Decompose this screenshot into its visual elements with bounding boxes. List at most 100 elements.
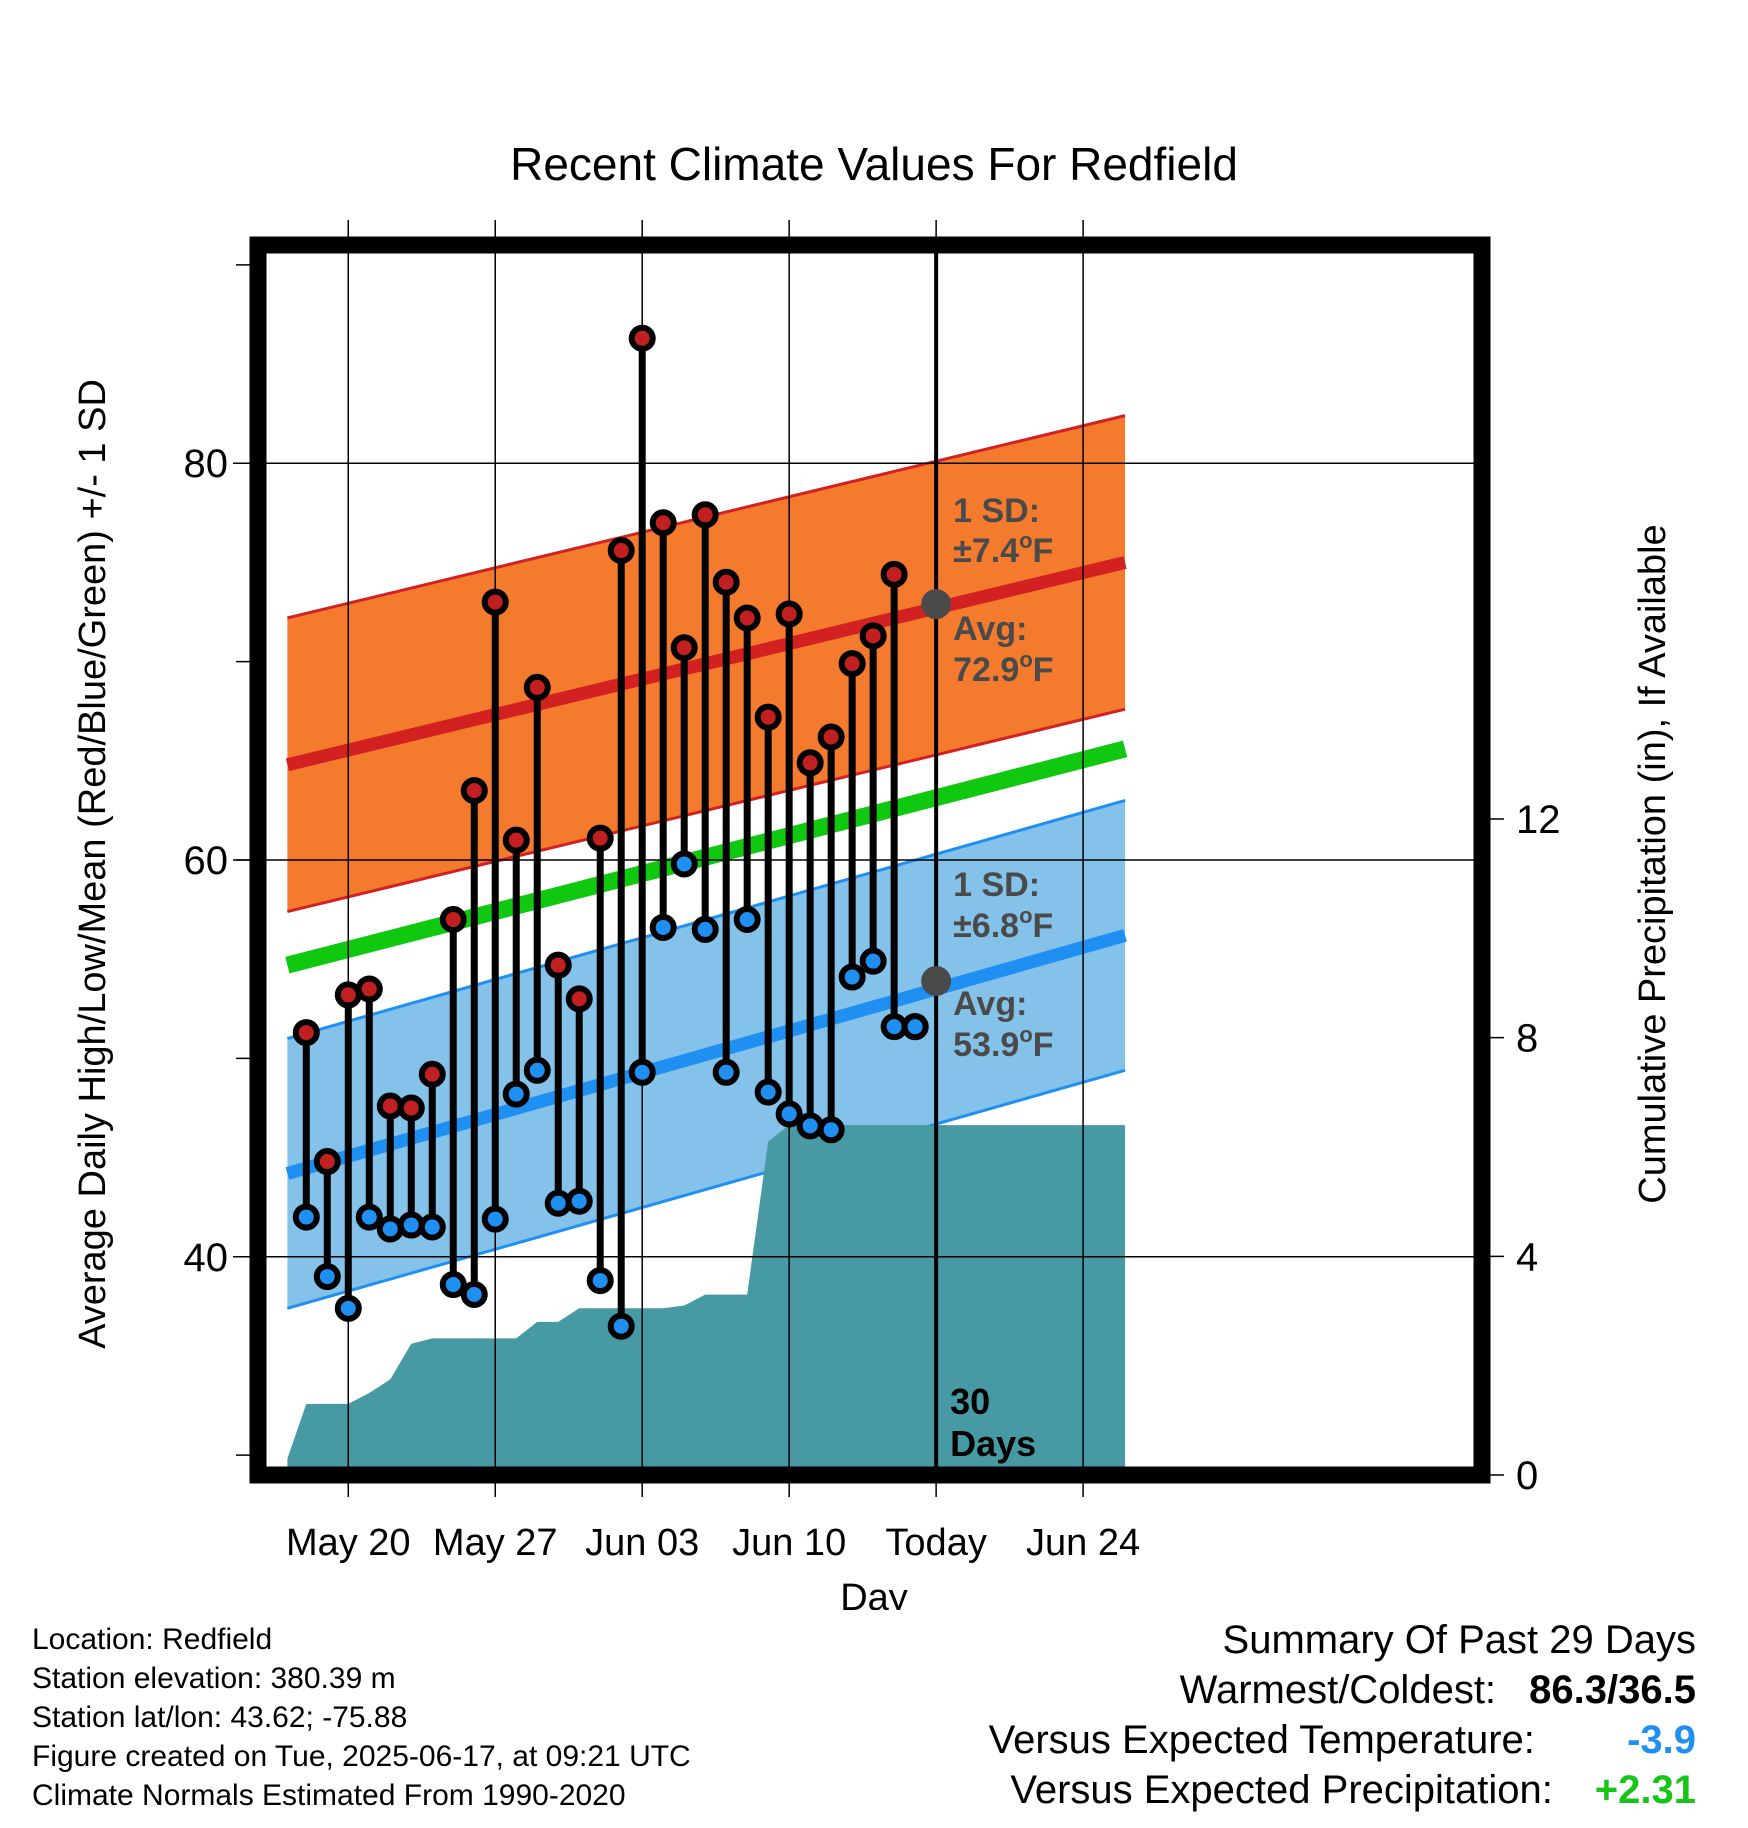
- station-info: Location: Redfield Station elevation: 38…: [32, 1620, 691, 1815]
- cumulative-precip-area: [287, 1125, 1126, 1475]
- y-tick-label: 40: [184, 1236, 229, 1280]
- summary-precip-row: Versus Expected Precipitation: +2.31: [989, 1765, 1696, 1815]
- climate-chart: Recent Climate Values For Redfield Avera…: [72, 138, 1674, 1610]
- low-avg-label: Avg:: [953, 985, 1027, 1023]
- daily-low-point: [649, 913, 677, 941]
- low-sd-value: ±6.8oF: [953, 903, 1053, 945]
- daily-high-point: [775, 600, 803, 628]
- daily-high-point: [712, 568, 740, 596]
- daily-high-point: [292, 1019, 320, 1047]
- high-sd-label: 1 SD:: [953, 492, 1040, 530]
- daily-high-point: [565, 985, 593, 1013]
- x-tick-label: Jun 10: [732, 1522, 846, 1564]
- y2-tick-label: 4: [1516, 1235, 1538, 1279]
- warmest-label: Warmest/Coldest:: [1179, 1668, 1497, 1712]
- daily-low-point: [691, 915, 719, 943]
- x-tick-label: Jun 03: [585, 1522, 699, 1564]
- daily-low-point: [565, 1187, 593, 1215]
- daily-low-point: [313, 1263, 341, 1291]
- precip-value: +2.31: [1594, 1768, 1696, 1812]
- daily-low-point: [292, 1203, 320, 1231]
- daily-low-point: [796, 1112, 824, 1140]
- days-count-label: 30: [950, 1381, 990, 1422]
- daily-low-point: [502, 1080, 530, 1108]
- daily-low-point: [397, 1211, 425, 1239]
- y2-tick-label: 12: [1516, 798, 1561, 842]
- warmest-value: 86.3/36.5: [1529, 1668, 1696, 1712]
- y-tick-label: 60: [184, 839, 229, 883]
- daily-high-point: [733, 604, 761, 632]
- y2-tick-label: 8: [1516, 1017, 1538, 1061]
- daily-high-point: [334, 981, 362, 1009]
- x-axis-label: Day: [840, 1577, 908, 1610]
- daily-high-point: [586, 824, 614, 852]
- x-tick-label: Today: [885, 1522, 986, 1564]
- daily-low-point: [523, 1056, 551, 1084]
- summary-panel: Summary Of Past 29 Days Warmest/Coldest:…: [989, 1615, 1696, 1815]
- daily-high-point: [796, 749, 824, 777]
- daily-high-point: [838, 650, 866, 678]
- daily-high-point: [502, 826, 530, 854]
- daily-high-point: [523, 673, 551, 701]
- high-avg-value: 72.9oF: [953, 647, 1053, 689]
- daily-low-point: [628, 1058, 656, 1086]
- normals-text: Climate Normals Estimated From 1990-2020: [32, 1779, 626, 1812]
- created-text: Figure created on Tue, 2025-06-17, at 09…: [32, 1740, 691, 1773]
- temp-value: -3.9: [1627, 1718, 1696, 1762]
- daily-low-point: [901, 1013, 929, 1041]
- chart-title: Recent Climate Values For Redfield: [510, 138, 1238, 190]
- daily-low-point: [607, 1312, 635, 1340]
- daily-high-point: [607, 537, 635, 565]
- low-sd-label: 1 SD:: [953, 866, 1040, 904]
- daily-high-point: [460, 777, 488, 805]
- normal-low-line: [285, 929, 1127, 1180]
- daily-high-point: [880, 560, 908, 588]
- days-word-label: Days: [950, 1423, 1036, 1464]
- daily-low-point: [460, 1280, 488, 1308]
- daily-low-point: [775, 1100, 803, 1128]
- high-sd-value: ±7.4oF: [953, 528, 1053, 570]
- y2-axis-label: Cumulative Precipitation (in), If Availa…: [1632, 524, 1674, 1203]
- today-high-avg-dot: [921, 589, 952, 620]
- daily-high-point: [418, 1060, 446, 1088]
- y-tick-label: 80: [184, 442, 229, 486]
- latlon-text: Station lat/lon: 43.62; -75.88: [32, 1701, 408, 1734]
- daily-low-point: [334, 1294, 362, 1322]
- daily-high-point: [481, 588, 509, 616]
- daily-low-point: [733, 906, 761, 934]
- daily-high-point: [397, 1094, 425, 1122]
- today-low-avg-dot: [921, 966, 952, 997]
- daily-high-point: [859, 622, 887, 650]
- daily-high-point: [628, 324, 656, 352]
- daily-high-point: [313, 1148, 341, 1176]
- low-avg-value: 53.9oF: [953, 1022, 1053, 1064]
- summary-temp-row: Versus Expected Temperature: -3.9: [989, 1715, 1696, 1765]
- location-text: Location: Redfield: [32, 1623, 273, 1656]
- x-tick-label: May 20: [286, 1522, 411, 1564]
- x-tick-label: May 27: [433, 1522, 558, 1564]
- summary-heading: Summary Of Past 29 Days: [1222, 1618, 1696, 1662]
- daily-low-point: [376, 1215, 404, 1243]
- daily-low-point: [418, 1213, 446, 1241]
- daily-high-point: [691, 501, 719, 529]
- daily-high-point: [544, 951, 572, 979]
- daily-low-point: [355, 1203, 383, 1231]
- daily-high-point: [439, 906, 467, 934]
- daily-low-point: [817, 1116, 845, 1144]
- daily-low-point: [859, 947, 887, 975]
- daily-high-point: [355, 975, 383, 1003]
- low-sd-lower-edge: [286, 1068, 1126, 1310]
- daily-low-point: [544, 1189, 572, 1217]
- daily-high-point: [817, 723, 845, 751]
- daily-high-point: [649, 509, 677, 537]
- high-avg-label: Avg:: [953, 610, 1027, 648]
- daily-low-point: [586, 1267, 614, 1295]
- precip-label: Versus Expected Precipitation:: [1010, 1768, 1553, 1812]
- y2-tick-label: 0: [1516, 1454, 1538, 1498]
- daily-low-point: [838, 963, 866, 991]
- daily-high-point: [376, 1092, 404, 1120]
- daily-low-point: [880, 1013, 908, 1041]
- daily-low-point: [481, 1205, 509, 1233]
- daily-high-point: [670, 634, 698, 662]
